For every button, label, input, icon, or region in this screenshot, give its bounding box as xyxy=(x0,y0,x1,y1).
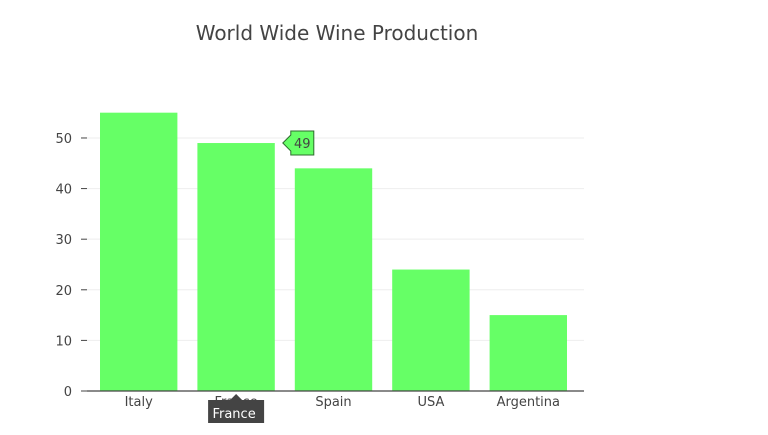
hover-value-label: 49 xyxy=(294,137,311,152)
y-tick-label: 50 xyxy=(55,132,72,147)
bar-italy[interactable] xyxy=(100,112,178,392)
x-tick-label: Spain xyxy=(315,395,351,410)
bar-argentina[interactable] xyxy=(489,315,567,391)
y-tick-label: 30 xyxy=(55,233,72,248)
y-tick-label: 20 xyxy=(55,284,72,299)
y-tick-label: 10 xyxy=(55,334,72,349)
bars[interactable] xyxy=(100,112,567,392)
bar-usa[interactable] xyxy=(392,269,470,391)
bar-france[interactable] xyxy=(197,143,275,391)
x-tick-label: Italy xyxy=(125,395,154,410)
x-tick-label: Argentina xyxy=(497,395,560,410)
y-tick-label: 0 xyxy=(64,385,72,400)
chart-title: World Wide Wine Production xyxy=(196,21,479,45)
y-tick-label: 40 xyxy=(55,183,72,198)
hover-category-label: France xyxy=(212,407,255,422)
axes: 01020304050ItalyFranceSpainUSAArgentina xyxy=(55,132,584,410)
bar-spain[interactable] xyxy=(294,168,373,391)
hover-category-box xyxy=(208,394,265,423)
hover-value-box xyxy=(282,130,315,156)
x-tick-label: USA xyxy=(417,395,444,410)
hover-tooltip: 49 France xyxy=(208,130,315,423)
